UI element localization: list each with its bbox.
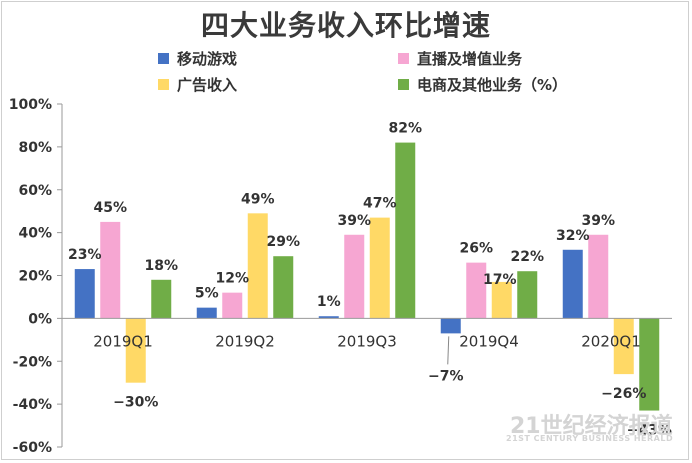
legend-label-ecommerce: 电商及其他业务（%）	[417, 76, 568, 94]
watermark-main: 21世纪经济报道	[510, 414, 673, 439]
y-tick-label: 100%	[9, 97, 52, 113]
x-tick-label: 2019Q1	[93, 332, 153, 350]
legend-item-live-streaming: 直播及增值业务	[398, 48, 522, 69]
bar-2019q4-s1	[466, 262, 487, 319]
legend-swatch-ecommerce	[398, 79, 409, 90]
data-label: −43%	[627, 423, 672, 439]
legend-label-live-streaming: 直播及增值业务	[417, 50, 523, 68]
chart-title: 四大业务收入环比增速	[200, 9, 491, 42]
data-label: 26%	[459, 241, 493, 257]
data-label: 39%	[337, 213, 371, 229]
bar-2019q1-s3	[151, 279, 172, 319]
bar-2020q1-s0	[562, 249, 583, 319]
data-label: 23%	[68, 247, 102, 263]
bar-2019q4-s0	[440, 318, 461, 334]
legend-swatch-live-streaming	[398, 53, 409, 64]
data-label-leader	[447, 336, 450, 365]
data-label: −26%	[601, 386, 646, 402]
bar-2019q1-s2	[125, 318, 146, 383]
data-label: 32%	[556, 228, 590, 244]
y-tick-label: 60%	[18, 183, 52, 199]
legend-label-mobile-games: 移动游戏	[177, 50, 238, 68]
bar-2019q2-s0	[196, 307, 217, 319]
bar-2019q2-s3	[273, 256, 294, 319]
data-label: 49%	[241, 191, 275, 207]
bar-2019q1-s0	[74, 269, 95, 319]
data-label: 29%	[266, 234, 300, 250]
y-tick-label: 80%	[18, 140, 52, 156]
data-label: 45%	[93, 200, 127, 216]
bar-2019q4-s3	[517, 271, 538, 319]
bar-2019q2-s1	[222, 292, 243, 319]
y-tick-label: 40%	[18, 226, 52, 242]
bar-2020q1-s3	[639, 318, 660, 411]
bar-2019q3-s0	[318, 316, 339, 319]
data-label: 1%	[317, 294, 341, 310]
bar-2019q4-s2	[491, 281, 512, 319]
legend-item-mobile-games: 移动游戏	[158, 48, 237, 69]
y-tick-label: -20%	[13, 354, 52, 370]
y-tick-label: 0%	[28, 311, 52, 327]
legend-item-advertising: 广告收入	[158, 74, 237, 95]
data-label: 39%	[581, 213, 615, 229]
x-tick-label: 2019Q3	[337, 332, 397, 350]
data-label: 12%	[215, 271, 249, 287]
legend-item-ecommerce: 电商及其他业务（%）	[398, 74, 567, 95]
data-label: −7%	[428, 368, 464, 384]
legend-label-advertising: 广告收入	[177, 76, 238, 94]
y-tick-label: 20%	[18, 269, 52, 285]
data-label: 82%	[388, 121, 422, 137]
x-tick-label: 2019Q2	[215, 332, 275, 350]
bar-2019q3-s3	[395, 142, 416, 319]
bar-2019q2-s2	[247, 213, 268, 319]
bar-2019q3-s1	[344, 234, 365, 319]
data-label: 5%	[195, 286, 219, 302]
y-tick-label: -40%	[13, 397, 52, 413]
bar-2019q3-s2	[369, 217, 390, 319]
bar-2020q1-s2	[613, 318, 634, 375]
legend-swatch-mobile-games	[158, 53, 169, 64]
x-tick-label: 2019Q4	[459, 332, 519, 350]
data-label: 18%	[144, 258, 178, 274]
bar-2019q1-s1	[100, 221, 121, 319]
data-label: 47%	[363, 196, 397, 212]
data-label: 17%	[483, 272, 517, 288]
y-tick-label: -60%	[13, 440, 52, 456]
x-tick-label: 2020Q1	[581, 332, 641, 350]
legend-swatch-advertising	[158, 79, 169, 90]
data-label: 22%	[510, 249, 544, 265]
data-label: −30%	[113, 395, 158, 411]
watermark-sub: 21ST CENTURY BUSINESS HERALD	[506, 434, 674, 443]
bar-2020q1-s1	[588, 234, 609, 319]
